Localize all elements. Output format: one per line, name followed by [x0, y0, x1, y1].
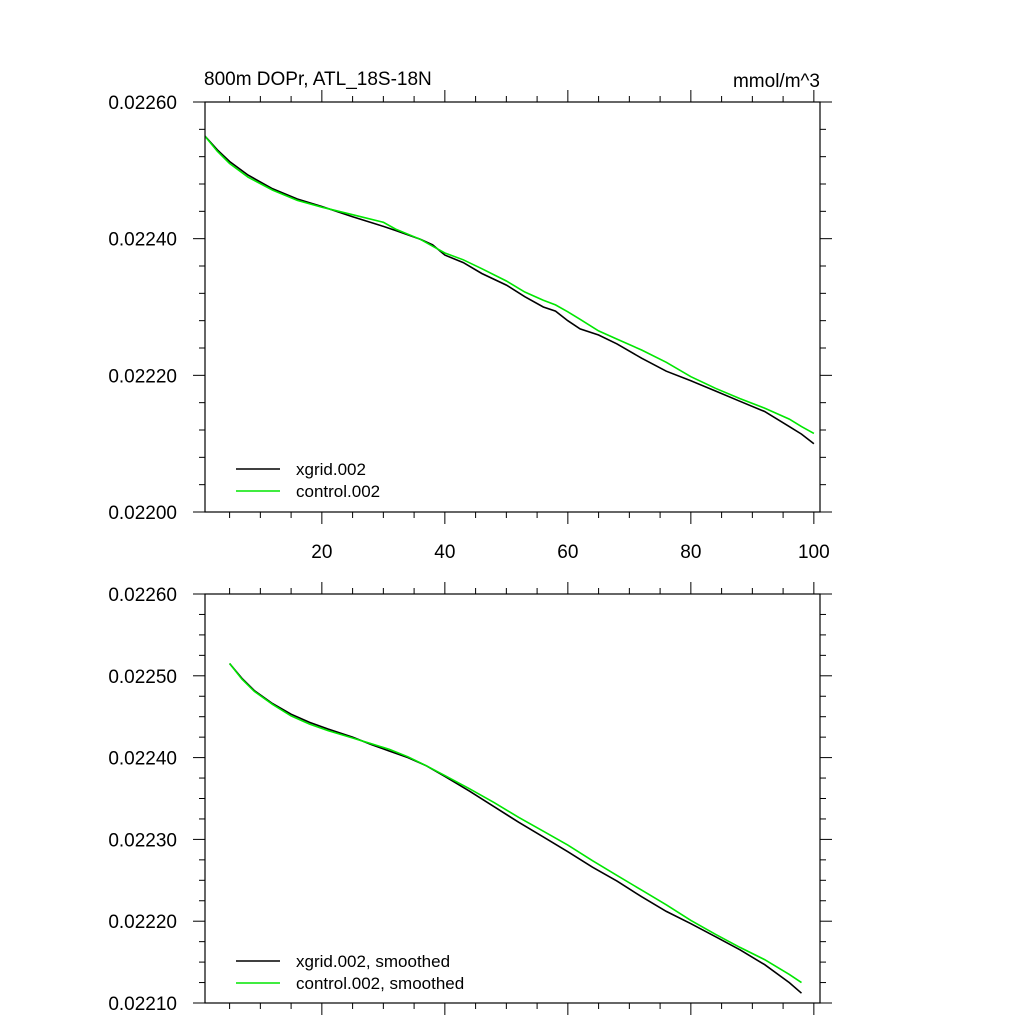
top-chart: 800m DOPr, ATL_18S-18N mmol/m^3 0.02200 …: [108, 69, 832, 563]
top-chart-frame: [204, 101, 821, 513]
y-tick-label: 0.02210: [108, 994, 177, 1015]
series-line-xgrid: [204, 135, 815, 445]
y-tick-label: 0.02200: [108, 503, 177, 524]
x-tick-label: 60: [557, 542, 578, 563]
bottom-chart-ticks: [193, 582, 832, 1015]
legend-label-control: control.002: [296, 482, 380, 501]
y-tick-label: 0.02220: [108, 366, 177, 387]
series-line-xgrid-smoothed: [228, 662, 803, 994]
bottom-chart-series: [228, 662, 803, 994]
x-tick-label: 100: [798, 542, 830, 563]
y-tick-label: 0.02250: [108, 667, 177, 688]
y-tick-label: 0.02240: [108, 230, 177, 251]
top-chart-ticks: [193, 90, 832, 524]
x-tick-label: 20: [311, 542, 332, 563]
y-tick-label: 0.02230: [108, 830, 177, 851]
series-line-control-smoothed: [228, 663, 802, 984]
bottom-chart-y-tick-labels: 0.02210 0.02220 0.02230 0.02240 0.02250 …: [108, 585, 177, 1015]
bottom-chart-frame: [204, 593, 821, 1004]
top-chart-y-tick-labels: 0.02200 0.02220 0.02240 0.02260: [108, 93, 177, 524]
x-tick-label: 80: [680, 542, 701, 563]
bottom-chart-legend: xgrid.002, smoothed control.002, smoothe…: [236, 952, 464, 993]
legend-label-xgrid: xgrid.002: [296, 460, 366, 479]
x-tick-label: 40: [434, 542, 455, 563]
y-tick-label: 0.02220: [108, 912, 177, 933]
chart-title: 800m DOPr, ATL_18S-18N: [204, 69, 432, 90]
bottom-chart: 0.02210 0.02220 0.02230 0.02240 0.02250 …: [108, 582, 832, 1015]
y-tick-label: 0.02240: [108, 749, 177, 770]
y-tick-label: 0.02260: [108, 93, 177, 114]
y-tick-label: 0.02260: [108, 585, 177, 606]
legend-label-control-smoothed: control.002, smoothed: [296, 974, 464, 993]
chart-units: mmol/m^3: [733, 71, 820, 92]
legend-label-xgrid-smoothed: xgrid.002, smoothed: [296, 952, 450, 971]
top-chart-x-tick-labels: 20 40 60 80 100: [311, 542, 829, 563]
top-chart-series: [204, 135, 815, 445]
series-line-control: [204, 135, 815, 435]
top-chart-legend: xgrid.002 control.002: [236, 460, 380, 501]
